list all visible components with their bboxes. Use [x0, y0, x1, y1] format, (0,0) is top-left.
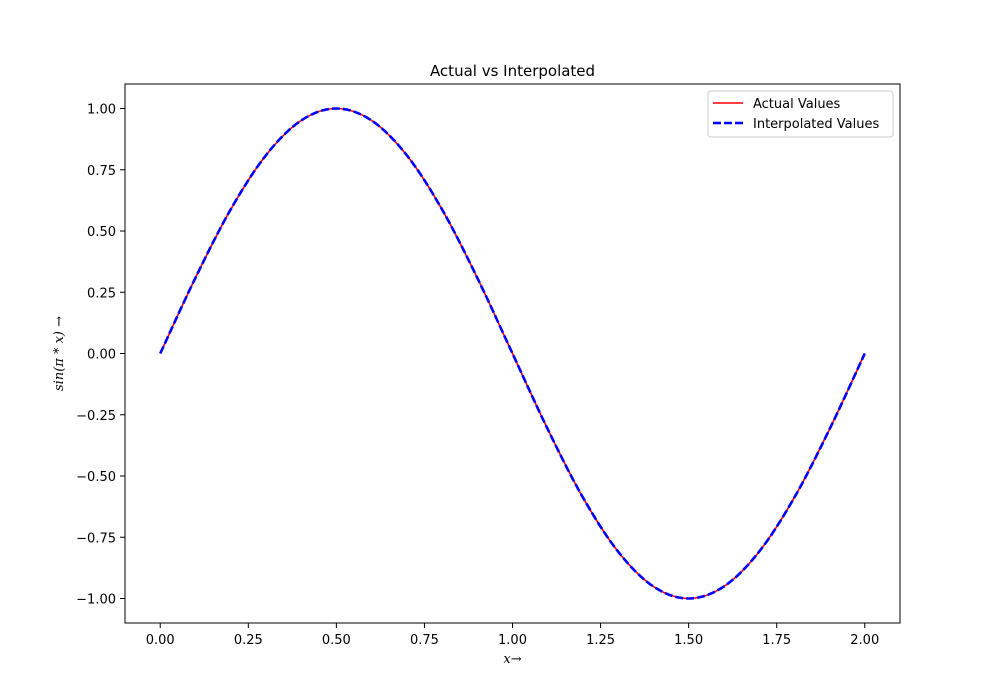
- chart-title: Actual vs Interpolated: [430, 62, 595, 80]
- series-line-actual: [159, 107, 866, 600]
- x-tick-label: 2.00: [850, 633, 879, 648]
- y-tick-label: 0.75: [87, 164, 116, 179]
- y-tick-label: 0.25: [87, 286, 116, 301]
- y-tick-label: 0.50: [87, 225, 116, 240]
- legend-label-interpolated: Interpolated Values: [753, 117, 879, 132]
- y-tick-label: −0.50: [76, 470, 116, 485]
- y-tick-label: 0.00: [87, 348, 116, 363]
- plot-area-frame: [124, 83, 901, 624]
- x-tick-label: 1.25: [586, 633, 615, 648]
- x-tick-label: 0.50: [322, 633, 351, 648]
- y-tick-label: −1.00: [76, 593, 116, 608]
- y-tick-label: −0.25: [76, 409, 116, 424]
- y-tick-label: 1.00: [87, 103, 116, 118]
- x-tick-label: 0.75: [410, 633, 439, 648]
- x-tick-label: 1.00: [498, 633, 527, 648]
- series-line-interpolated: [159, 107, 866, 600]
- x-tick-label: 1.75: [762, 633, 791, 648]
- legend-label-actual: Actual Values: [753, 97, 841, 112]
- y-tick-label: −0.75: [76, 531, 116, 546]
- x-axis-label: x→: [503, 652, 521, 667]
- legend-box: [707, 90, 894, 138]
- legend: Actual Values Interpolated Values: [707, 90, 894, 138]
- x-tick-label: 0.25: [234, 633, 263, 648]
- x-tick-label: 1.50: [674, 633, 703, 648]
- y-axis-label: sin(π * x) →: [52, 316, 67, 391]
- x-tick-label: 0.00: [146, 633, 175, 648]
